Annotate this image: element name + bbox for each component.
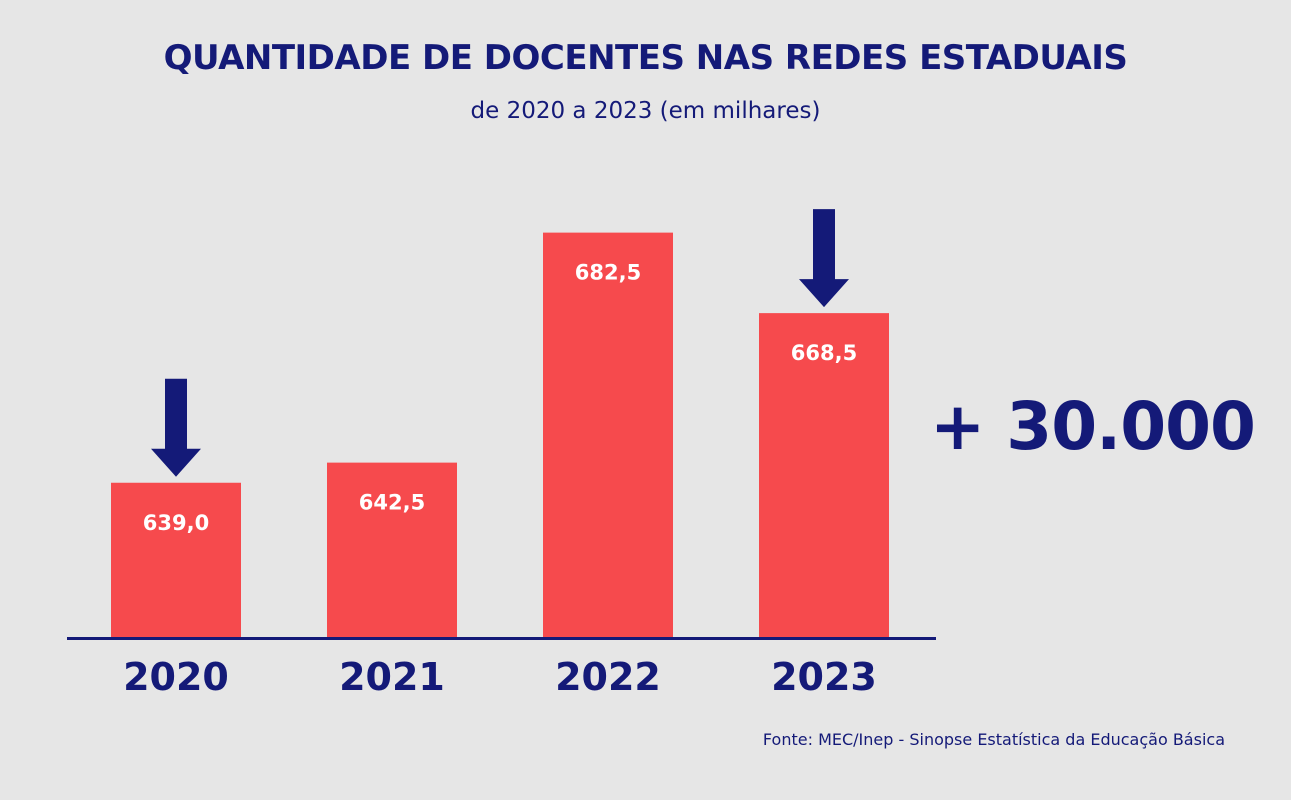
- value-label-2023: 668,5: [791, 341, 857, 365]
- tick-label-2021: 2021: [339, 655, 445, 699]
- bar-2022: [543, 232, 673, 638]
- source-note: Fonte: MEC/Inep - Sinopse Estatística da…: [762, 730, 1225, 749]
- value-label-2021: 642,5: [359, 491, 425, 515]
- down-arrow-icon: [151, 378, 201, 477]
- x-axis-line: [67, 637, 936, 640]
- bar-2021: [327, 462, 457, 638]
- bar-2020: [111, 482, 241, 638]
- tick-label-2020: 2020: [123, 655, 229, 699]
- difference-annotation: + 30.000: [930, 388, 1256, 465]
- down-arrow-icon: [799, 209, 849, 308]
- chart-subtitle: de 2020 a 2023 (em milhares): [470, 98, 821, 124]
- tick-label-2023: 2023: [771, 655, 877, 699]
- value-label-2022: 682,5: [575, 261, 641, 285]
- value-label-2020: 639,0: [143, 511, 209, 535]
- bar-2023: [759, 313, 889, 638]
- chart-title: QUANTIDADE DE DOCENTES NAS REDES ESTADUA…: [163, 38, 1128, 78]
- tick-label-2022: 2022: [555, 655, 661, 699]
